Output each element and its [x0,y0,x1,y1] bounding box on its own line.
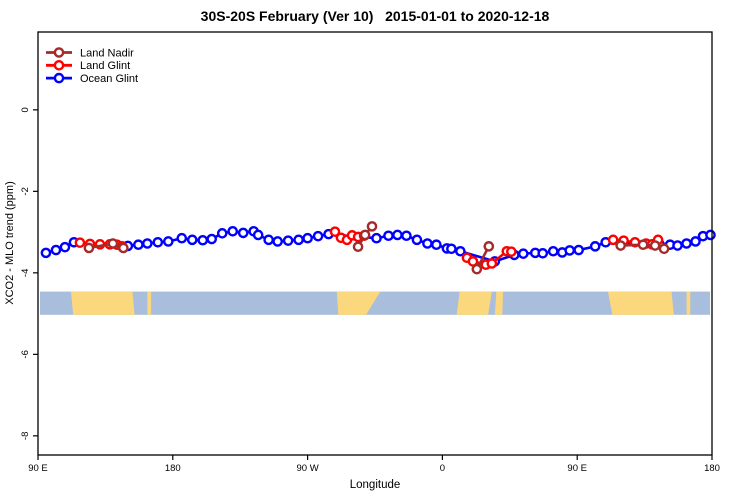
data-point-ocean-glint [547,245,559,257]
data-point-ocean-glint [537,247,549,259]
data-point-ocean-glint [152,236,164,248]
data-point-ocean-glint [312,230,324,242]
legend-label: Land Nadir [80,47,134,59]
y-tick-label: -4 [20,269,31,277]
x-tick-label: 90 E [28,463,48,474]
map-band-ocean [40,291,710,315]
data-point-land-glint [329,226,341,237]
data-point-ocean-glint [431,239,442,251]
x-tick-label: 90 W [297,463,319,474]
data-point-ocean-glint [573,244,584,256]
data-point-land-nadir [107,238,119,249]
data-point-ocean-glint [176,232,188,244]
data-point-ocean-glint [40,247,52,259]
data-point-land-nadir [471,263,483,275]
x-tick-label: 90 E [567,463,587,474]
data-point-land-nadir [637,239,649,251]
data-point-ocean-glint [237,227,249,239]
legend-marker [53,72,65,84]
y-tick-label: -8 [20,432,31,440]
data-point-ocean-glint [446,243,457,255]
data-point-land-nadir [483,241,495,252]
legend-marker [53,60,65,71]
map-band-land [686,291,691,315]
data-point-ocean-glint [383,230,394,242]
y-tick-label: -6 [20,350,31,358]
map-band-land [70,291,135,315]
data-point-land-nadir [658,243,670,255]
data-point-ocean-glint [371,232,382,244]
data-point-ocean-glint [197,234,209,246]
data-point-ocean-glint [422,238,433,249]
map-band-land [494,291,504,315]
chart-title: 30S-20S February (Ver 10) 2015-01-01 to … [200,8,550,24]
data-point-land-nadir [352,241,364,253]
data-point-ocean-glint [455,245,466,257]
data-point-land-glint [467,256,479,267]
data-point-ocean-glint [681,238,692,249]
data-point-ocean-glint [59,241,71,253]
data-point-ocean-glint [263,234,274,246]
data-point-ocean-glint [705,229,716,241]
data-point-land-glint [486,258,498,269]
y-tick-label: 0 [20,107,31,112]
data-point-ocean-glint [564,245,576,256]
data-point-land-nadir [366,221,378,232]
map-band-land [147,291,152,315]
data-point-land-nadir [118,242,129,254]
x-tick-label: 0 [440,463,445,474]
data-point-ocean-glint [163,236,174,247]
map-band-land [607,291,674,315]
data-point-ocean-glint [186,234,198,246]
data-point-ocean-glint [302,232,313,244]
x-tick-label: 180 [165,463,181,474]
data-point-ocean-glint [293,234,304,246]
data-point-ocean-glint [227,225,239,237]
data-point-ocean-glint [272,236,283,247]
data-point-ocean-glint [206,233,218,245]
x-axis-label: Longitude [349,479,401,491]
data-point-ocean-glint [50,244,62,256]
data-point-ocean-glint [282,235,294,246]
data-point-land-nadir [649,240,661,251]
data-point-ocean-glint [672,240,683,251]
data-point-ocean-glint [252,229,264,241]
data-point-land-nadir [359,229,371,241]
data-point-ocean-glint [401,230,412,242]
data-point-land-glint [607,234,619,246]
data-point-land-nadir [83,242,95,254]
data-point-ocean-glint [411,234,423,246]
data-point-ocean-glint [517,248,529,259]
y-tick-label: -2 [20,187,31,195]
legend-label: Ocean Glint [80,73,138,85]
legend-marker [53,47,65,58]
legend-label: Land Glint [80,60,130,72]
data-point-ocean-glint [690,236,701,247]
data-point-ocean-glint [142,238,153,249]
plot-box [37,31,713,456]
data-point-ocean-glint [216,228,228,239]
x-tick-label: 180 [704,463,720,474]
data-point-ocean-glint [133,239,144,251]
data-point-ocean-glint [392,229,403,241]
map-band-land [336,291,381,315]
data-point-land-nadir [615,240,626,251]
data-point-land-glint [74,237,86,248]
data-point-land-glint [505,246,517,257]
map-band-land [456,291,492,315]
data-point-ocean-glint [589,241,601,252]
